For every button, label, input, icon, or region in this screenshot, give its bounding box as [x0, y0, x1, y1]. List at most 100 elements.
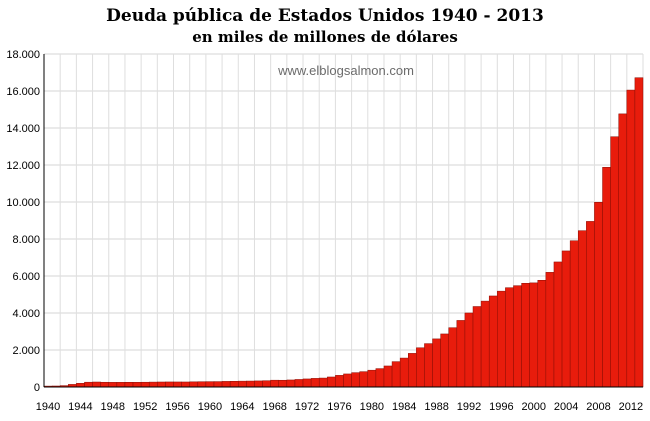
x-tick-label: 1980 [360, 401, 384, 413]
bar-1981 [375, 368, 385, 388]
bar-1975 [327, 376, 336, 388]
bar-1998 [513, 285, 522, 388]
watermark-text: www.elblogsalmon.com [277, 63, 414, 78]
bar-1982 [383, 365, 393, 388]
x-tick-label: 1992 [457, 401, 481, 413]
bar-1987 [424, 343, 433, 388]
x-tick-label: 2004 [554, 401, 578, 413]
bar-1970 [286, 379, 296, 388]
bar-1974 [318, 377, 328, 388]
x-tick-label: 1996 [489, 401, 513, 413]
y-tick-label: 6.000 [12, 271, 40, 283]
bar-1969 [278, 379, 288, 388]
y-tick-label: 2.000 [12, 345, 40, 357]
bar-1967 [262, 380, 271, 388]
bar-2004 [561, 250, 571, 388]
bar-1955 [165, 381, 174, 388]
y-tick-labels: 0 2.000 4.000 6.000 8.000 10.000 12.000 14.000 1… [6, 49, 40, 394]
bar-1965 [246, 380, 255, 388]
bar-1944 [76, 383, 85, 388]
x-tick-label: 2008 [586, 401, 610, 413]
x-tick-label: 1964 [230, 401, 254, 413]
bar-2002 [545, 272, 555, 388]
bar-1984 [399, 357, 409, 388]
bar-1951 [132, 382, 142, 388]
bar-1948 [108, 382, 118, 388]
bar-1945 [84, 381, 93, 388]
bar-1986 [416, 347, 425, 388]
bar-1976 [335, 375, 344, 388]
bar-1988 [432, 338, 441, 388]
x-tick-label: 1988 [424, 401, 448, 413]
x-tick-labels: 1940 1944 1948 1952 1956 1960 1964 1968 1972 1976… [36, 401, 643, 413]
bar-1980 [367, 369, 377, 388]
bar-1959 [197, 381, 207, 388]
x-tick-label: 2000 [521, 401, 545, 413]
bar-1993 [472, 306, 482, 388]
bar-2013 [634, 77, 644, 388]
bar-1956 [173, 381, 182, 388]
bar-1962 [221, 381, 231, 388]
bar-1994 [480, 300, 490, 388]
y-tick-label: 10.000 [6, 197, 40, 209]
bar-1990 [448, 327, 458, 388]
bar-1949 [116, 382, 126, 388]
bar-2008 [594, 202, 603, 388]
bar-2012 [626, 89, 636, 388]
bar-1954 [157, 381, 166, 388]
chart-subtitle: en miles de millones de dólares [192, 28, 458, 46]
bar-1963 [229, 381, 239, 388]
bar-1953 [148, 381, 158, 388]
x-tick-label: 1940 [36, 401, 60, 413]
x-tick-label: 1952 [133, 401, 157, 413]
bar-1985 [408, 353, 417, 388]
y-tick-label: 4.000 [12, 308, 40, 320]
bar-1991 [456, 320, 466, 388]
bar-1971 [294, 379, 304, 388]
x-tick-label: 1956 [165, 401, 189, 413]
bar-2005 [569, 240, 579, 388]
bar-1995 [488, 295, 498, 388]
bar-1946 [92, 381, 101, 388]
bar-1997 [505, 287, 514, 388]
y-tick-label: 16.000 [6, 86, 40, 98]
bar-1966 [254, 380, 263, 388]
bar-1950 [124, 381, 134, 388]
x-tick-label: 1984 [392, 401, 416, 413]
y-tick-label: 18.000 [6, 49, 40, 61]
y-tick-label: 12.000 [6, 160, 40, 172]
axes [43, 54, 643, 388]
x-tick-label: 1968 [262, 401, 286, 413]
bar-1973 [310, 378, 320, 388]
y-tick-label: 14.000 [6, 123, 40, 135]
bar-1958 [189, 381, 199, 388]
bar-2003 [553, 261, 563, 388]
x-tick-label: 1960 [198, 401, 222, 413]
bar-1979 [359, 371, 369, 388]
bar-1947 [100, 381, 110, 388]
bar-1968 [270, 379, 279, 388]
bar-1961 [213, 381, 223, 388]
bar-2001 [537, 280, 547, 388]
bar-1960 [205, 381, 215, 388]
bar-2000 [529, 282, 539, 388]
bar-1992 [464, 312, 474, 388]
y-tick-label: 0 [34, 382, 40, 394]
bar-2009 [602, 167, 611, 388]
bar-1989 [440, 333, 449, 388]
x-tick-label: 1948 [101, 401, 125, 413]
bar-2010 [610, 136, 619, 388]
x-tick-label: 1972 [295, 401, 319, 413]
bar-2007 [586, 221, 595, 388]
x-tick-label: 2012 [619, 401, 643, 413]
bar-1978 [351, 372, 360, 388]
chart-title: Deuda pública de Estados Unidos 1940 - 2… [106, 6, 544, 26]
bar-2011 [618, 113, 628, 388]
bar-1983 [391, 361, 401, 388]
x-tick-label: 1944 [68, 401, 92, 413]
bar-1999 [521, 283, 530, 388]
bar-1952 [140, 381, 150, 388]
bar-1972 [302, 378, 312, 388]
bar-1977 [343, 373, 352, 388]
